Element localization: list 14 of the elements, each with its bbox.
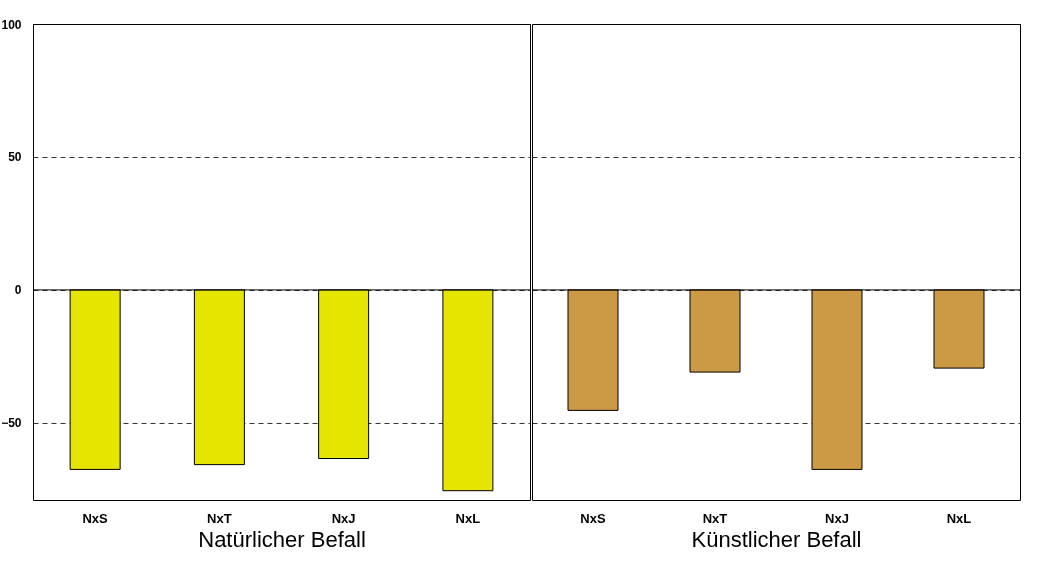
x-tick-label: NxT <box>207 510 232 526</box>
x-tick-label: NxJ <box>331 510 356 526</box>
y-tick-label: 100 <box>1 17 22 32</box>
y-tick-label: 0 <box>14 283 22 298</box>
x-tick-label: NxJ <box>825 510 849 526</box>
x-tick-label: NxS <box>82 510 109 526</box>
x-tick-label: NxL <box>455 510 481 526</box>
x-tick-label: NxS <box>580 510 606 526</box>
y-tick-label: −50 <box>1 416 22 431</box>
y-tick-label: 50 <box>8 150 22 165</box>
x-tick-label: NxT <box>702 510 728 526</box>
x-axis-title: Künstlicher Befall <box>691 526 862 552</box>
x-axis-title: Natürlicher Befall <box>198 526 366 552</box>
x-tick-label: NxL <box>946 510 972 526</box>
